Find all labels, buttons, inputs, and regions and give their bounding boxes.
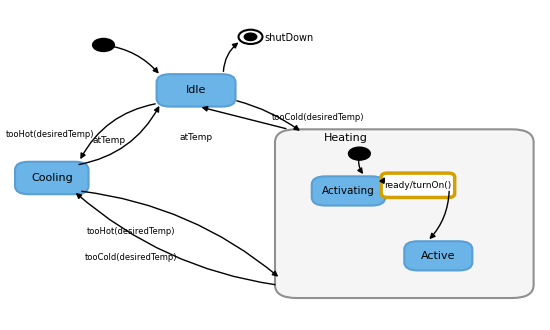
FancyBboxPatch shape bbox=[157, 74, 235, 107]
Text: Cooling: Cooling bbox=[31, 173, 73, 183]
FancyBboxPatch shape bbox=[312, 176, 385, 206]
FancyBboxPatch shape bbox=[275, 129, 534, 298]
FancyBboxPatch shape bbox=[381, 173, 455, 197]
Circle shape bbox=[92, 39, 114, 51]
Circle shape bbox=[239, 30, 262, 44]
Text: Active: Active bbox=[421, 251, 455, 261]
Text: atTemp: atTemp bbox=[92, 136, 125, 145]
FancyBboxPatch shape bbox=[15, 162, 89, 194]
FancyBboxPatch shape bbox=[404, 241, 472, 271]
Circle shape bbox=[349, 147, 370, 160]
Text: tooCold(desiredTemp): tooCold(desiredTemp) bbox=[85, 253, 177, 262]
Text: Activating: Activating bbox=[322, 186, 375, 196]
Text: tooHot(desiredTemp): tooHot(desiredTemp) bbox=[6, 130, 94, 139]
Text: tooCold(desiredTemp): tooCold(desiredTemp) bbox=[272, 114, 365, 122]
Text: Idle: Idle bbox=[186, 85, 206, 95]
Text: Heating: Heating bbox=[324, 133, 368, 143]
Text: ready/turnOn(): ready/turnOn() bbox=[384, 181, 452, 190]
Text: shutDown: shutDown bbox=[264, 33, 314, 44]
Circle shape bbox=[244, 33, 257, 41]
Text: atTemp: atTemp bbox=[179, 133, 213, 142]
Text: tooHot(desiredTemp): tooHot(desiredTemp) bbox=[86, 227, 175, 236]
